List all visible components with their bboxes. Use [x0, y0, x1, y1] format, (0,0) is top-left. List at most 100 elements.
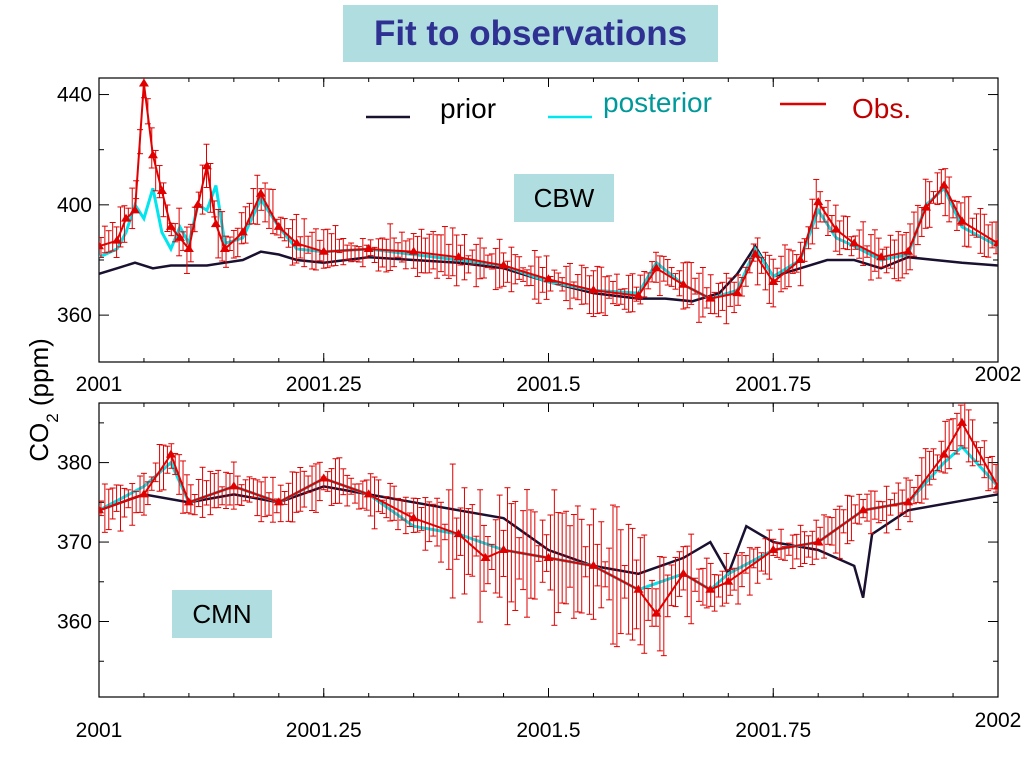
legend-item-prior: prior: [366, 93, 496, 124]
obs-marker: [183, 243, 194, 252]
obs-marker: [201, 161, 212, 170]
cbw-panel: 2001 2001.25 2001.5 2001.75 2002 360 400 440 CBW: [57, 77, 1022, 396]
obs-marker: [183, 497, 194, 506]
obs-marker: [858, 505, 869, 514]
obs-series: [99, 78, 998, 325]
obs-marker: [363, 489, 374, 498]
obs-marker: [903, 246, 914, 255]
obs-marker: [318, 473, 329, 482]
x-tick-label: 2001.25: [286, 719, 362, 742]
obs-marker: [111, 235, 122, 244]
chart-title-box: Fit to observations: [343, 5, 718, 62]
legend-label: posterior: [603, 87, 712, 118]
obs-marker: [318, 246, 329, 255]
obs-marker: [921, 202, 932, 211]
x-tick-label: 2001.25: [286, 373, 362, 396]
obs-marker: [849, 238, 860, 247]
obs-marker: [273, 221, 284, 230]
obs-marker: [705, 293, 716, 302]
obs-marker: [543, 274, 554, 283]
obs-series: [99, 403, 998, 657]
legend-item-obs: Obs.: [780, 93, 911, 124]
x-tick-label: 2001.5: [516, 719, 580, 742]
obs-marker: [99, 505, 104, 514]
obs-marker: [219, 243, 230, 252]
obs-marker: [993, 238, 998, 247]
x-tick-label: 2001.75: [735, 719, 811, 742]
obs-marker: [831, 224, 842, 233]
y-tick-label: 440: [57, 84, 92, 107]
obs-marker: [750, 249, 761, 258]
obs-marker: [120, 213, 131, 222]
station-label-box: [172, 590, 272, 638]
obs-marker: [957, 216, 968, 225]
obs-marker: [813, 537, 824, 546]
obs-marker: [588, 285, 599, 294]
obs-marker: [498, 260, 509, 269]
plot-area: [99, 78, 998, 325]
station-label-box: [514, 174, 614, 222]
legend-label: prior: [440, 93, 496, 124]
obs-marker: [876, 252, 887, 261]
obs-marker: [678, 568, 689, 577]
obs-marker: [993, 481, 998, 490]
obs-marker: [768, 277, 779, 286]
obs-marker: [939, 180, 950, 189]
obs-marker: [678, 279, 689, 288]
x-tick-label: 2002: [975, 363, 1022, 386]
obs-marker: [408, 246, 419, 255]
obs-marker: [723, 576, 734, 585]
x-tick-label: 2001.75: [735, 373, 811, 396]
legend: prior posterior Obs.: [366, 87, 911, 124]
obs-marker: [705, 584, 716, 593]
obs-marker: [588, 560, 599, 569]
obs-marker: [255, 188, 266, 197]
obs-marker: [174, 232, 185, 241]
obs-marker: [768, 545, 779, 553]
obs-marker: [651, 263, 662, 272]
obs-marker: [408, 513, 419, 522]
plot-area: [99, 403, 998, 657]
legend-item-posterior: posterior: [548, 87, 712, 119]
obs-marker: [795, 254, 806, 263]
obs-marker: [192, 199, 203, 208]
obs-marker: [210, 219, 221, 228]
obs-marker: [633, 290, 644, 299]
obs-marker: [651, 608, 662, 617]
obs-marker: [129, 205, 140, 214]
station-label: CMN: [192, 599, 251, 629]
obs-marker: [633, 584, 644, 593]
obs-marker: [138, 78, 149, 87]
obs-marker: [228, 481, 239, 490]
obs-marker: [156, 186, 167, 195]
x-tick-label: 2001.5: [516, 373, 580, 396]
obs-marker: [939, 449, 950, 458]
obs-marker: [273, 497, 284, 506]
y-tick-label: 370: [57, 531, 92, 554]
obs-marker: [453, 529, 464, 538]
legend-label: Obs.: [852, 93, 911, 124]
obs-marker: [138, 489, 149, 498]
obs-marker: [147, 150, 158, 159]
obs-marker: [813, 197, 824, 206]
y-tick-label: 360: [57, 611, 92, 634]
obs-line: [99, 420, 998, 616]
obs-marker: [453, 252, 464, 261]
obs-marker: [165, 449, 176, 458]
y-tick-label: 380: [57, 452, 92, 475]
station-label: CBW: [534, 183, 595, 213]
obs-marker: [498, 545, 509, 553]
y-tick-label: 360: [57, 304, 92, 327]
obs-marker: [543, 552, 554, 561]
panels: 2001 2001.25 2001.5 2001.75 2002 360 400 440 CBW…: [57, 77, 1022, 742]
obs-marker: [237, 227, 248, 236]
x-tick-label: 2001: [76, 719, 123, 742]
chart-title: Fit to observations: [373, 13, 688, 53]
obs-marker: [957, 417, 968, 426]
x-tick-label: 2001: [76, 373, 123, 396]
obs-marker: [732, 288, 743, 297]
obs-marker: [291, 238, 302, 247]
obs-marker: [99, 241, 104, 250]
y-axis-label: CO2 (ppm): [24, 338, 62, 462]
x-tick-label: 2002: [975, 709, 1022, 732]
